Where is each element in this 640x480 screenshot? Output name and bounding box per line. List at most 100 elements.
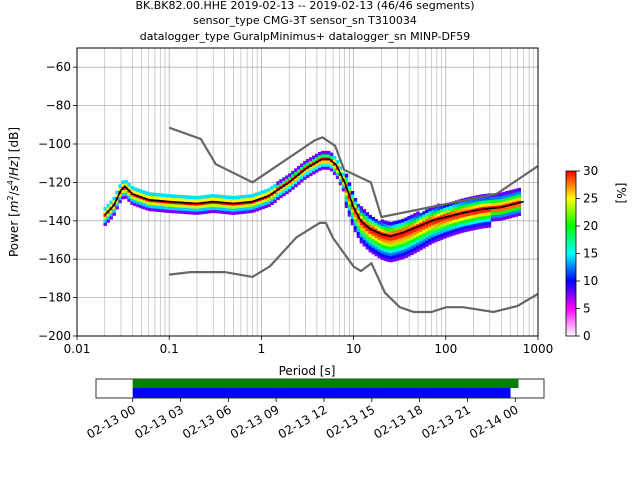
psd-cell	[451, 225, 456, 230]
psd-cell	[395, 220, 399, 225]
psd-cell	[258, 203, 262, 208]
psd-cell	[407, 243, 411, 248]
psd-cell	[407, 216, 411, 220]
psd-cell	[177, 197, 182, 202]
psd-cell	[422, 229, 426, 234]
psd-cell	[484, 206, 489, 210]
psd-cell	[496, 195, 501, 200]
psd-cell	[276, 184, 280, 188]
psd-cell	[368, 233, 373, 238]
psd-cell	[425, 230, 429, 235]
colorbar-tick-label: 25	[583, 192, 598, 206]
psd-cell	[258, 194, 262, 198]
psd-cell	[142, 190, 146, 195]
psd-cell	[323, 160, 328, 164]
psd-cell	[249, 194, 253, 198]
psd-cell	[466, 203, 471, 207]
psd-cell	[446, 218, 450, 223]
psd-cell	[240, 195, 244, 199]
psd-cell	[169, 206, 173, 211]
psd-cell	[386, 221, 390, 226]
psd-cell	[502, 210, 507, 214]
psd-cell	[469, 205, 474, 210]
psd-cell	[398, 256, 402, 261]
psd-cell	[454, 206, 459, 211]
psd-cell	[481, 215, 486, 220]
psd-cell	[332, 171, 337, 175]
psd-cell	[365, 239, 370, 244]
psd-cell	[517, 209, 522, 213]
psd-cell	[457, 205, 462, 210]
psd-cell	[383, 223, 387, 228]
psd-cell	[401, 237, 405, 241]
psd-cell	[472, 226, 477, 231]
psd-cell	[505, 190, 510, 195]
psd-cell	[347, 191, 352, 196]
psd-cell	[225, 198, 230, 203]
psd-cell	[478, 213, 483, 217]
psd-cell	[502, 197, 507, 202]
psd-cell	[314, 156, 319, 161]
psd-cell	[460, 226, 465, 230]
psd-cell	[493, 202, 498, 206]
psd-cell	[371, 241, 376, 246]
psd-cell	[148, 195, 152, 199]
psd-cell	[463, 200, 468, 205]
psd-cell	[183, 195, 188, 199]
psd-cell	[466, 218, 471, 223]
psd-cell	[320, 160, 325, 164]
psd-cell	[249, 206, 253, 211]
psd-cell	[303, 176, 307, 180]
psd-cell	[514, 213, 519, 217]
psd-cell	[457, 208, 462, 213]
psd-cell	[449, 226, 453, 231]
psd-cell	[392, 230, 396, 235]
psd-cell	[288, 185, 292, 190]
psd-cell	[389, 255, 393, 260]
psd-cell	[246, 203, 250, 208]
psd-cell	[481, 224, 486, 229]
psd-cell	[264, 198, 268, 203]
psd-cell	[434, 235, 438, 240]
psd-cell	[303, 173, 307, 177]
psd-cell	[341, 175, 346, 180]
psd-cell	[472, 198, 477, 203]
psd-cell	[511, 210, 516, 215]
psd-cell	[344, 189, 349, 193]
psd-cell	[499, 201, 504, 206]
psd-cell	[341, 172, 346, 177]
timeline-tick-label: 02-13 18	[371, 402, 425, 441]
psd-cell	[192, 205, 197, 209]
psd-cell	[457, 217, 462, 222]
psd-cell	[103, 219, 107, 223]
psd-cell	[317, 167, 322, 171]
psd-cell	[434, 232, 438, 237]
psd-cell	[243, 210, 247, 214]
psd-cell	[279, 182, 283, 186]
psd-cell	[484, 209, 489, 213]
psd-cell	[347, 182, 352, 186]
psd-cell	[130, 188, 134, 193]
psd-cell	[109, 200, 113, 205]
psd-cell	[359, 233, 364, 238]
psd-cell	[344, 192, 349, 196]
psd-cell	[169, 197, 173, 201]
psd-cell	[237, 198, 242, 203]
psd-cell	[186, 198, 191, 203]
psd-cell	[118, 199, 122, 204]
psd-cell	[359, 239, 364, 244]
psd-cell	[446, 233, 450, 238]
psd-cell	[437, 228, 441, 232]
psd-cell	[255, 204, 259, 209]
psd-cell	[267, 188, 271, 192]
psd-cell	[472, 220, 477, 224]
psd-cell	[252, 205, 256, 210]
psd-cell	[282, 180, 286, 184]
psd-cell	[514, 210, 519, 214]
psd-cell	[157, 208, 161, 213]
psd-cell	[121, 183, 125, 188]
psd-cell	[392, 221, 396, 225]
psd-cell	[273, 199, 277, 204]
